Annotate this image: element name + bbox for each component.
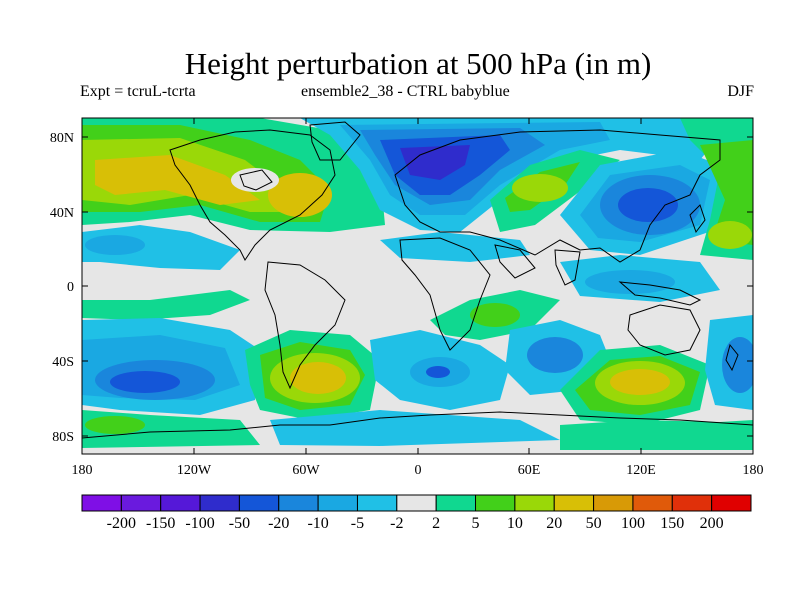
south-america-coast bbox=[264, 261, 346, 390]
greenland-coast bbox=[309, 121, 361, 161]
anomaly-positive-central-asia-max bbox=[512, 174, 568, 202]
anomaly-negative-far-southwest-pacific-core bbox=[722, 337, 753, 393]
colorbar-label: -2 bbox=[390, 515, 403, 532]
colorbar-swatch bbox=[514, 494, 555, 512]
colorbar-label: 200 bbox=[700, 515, 724, 532]
colorbar-swatch bbox=[435, 494, 477, 512]
x-tick-label: 120W bbox=[177, 463, 212, 478]
colorbar-label: -10 bbox=[307, 515, 328, 532]
africa-coast bbox=[399, 237, 491, 351]
colorbar-swatch bbox=[671, 494, 713, 512]
colorbar-swatch bbox=[120, 494, 162, 512]
x-tick-label: 180 bbox=[72, 463, 93, 478]
anomaly-negative-south-pacific-max bbox=[110, 371, 180, 393]
anomaly-antarctic-positive-west-core bbox=[85, 416, 145, 434]
colorbar-swatch bbox=[593, 494, 634, 512]
anomaly-indian-ocean-negative-core bbox=[585, 270, 675, 294]
colorbar-swatch bbox=[160, 494, 201, 512]
anomaly-equatorial-atlantic-positive-core bbox=[470, 303, 520, 327]
colorbar-swatch bbox=[199, 494, 240, 512]
anomaly-positive-ne-pacific-core bbox=[700, 140, 753, 245]
anomaly-positive-ne-pacific-max bbox=[708, 221, 752, 249]
colorbar-label: 2 bbox=[432, 515, 440, 532]
contour-field bbox=[82, 118, 753, 454]
colorbar-swatch bbox=[711, 494, 752, 512]
australia-coast bbox=[627, 304, 701, 356]
x-tick-label: 120E bbox=[626, 463, 656, 478]
arabia-coast bbox=[494, 244, 536, 279]
x-tick-label: 0 bbox=[415, 463, 422, 478]
colorbar-swatch bbox=[81, 494, 122, 512]
anomaly-antarctic-positive-east bbox=[560, 420, 753, 450]
colorbar-label: 5 bbox=[472, 515, 480, 532]
hudson-bay-coast bbox=[239, 169, 273, 191]
x-tick-label: 60E bbox=[518, 463, 541, 478]
colorbar-swatch bbox=[238, 494, 280, 512]
anomaly-negative-east-asia-max bbox=[618, 188, 678, 222]
colorbar-swatch bbox=[317, 494, 358, 512]
india-coast bbox=[554, 249, 581, 286]
colorbar-label: -100 bbox=[185, 515, 214, 532]
north-america-coast bbox=[169, 129, 336, 261]
colorbar-swatch bbox=[278, 494, 319, 512]
colorbar-swatch bbox=[356, 494, 398, 512]
anomaly-positive-south-australia-max bbox=[610, 369, 670, 395]
page-title: Height perturbation at 500 hPa (in m) bbox=[184, 46, 652, 81]
coastlines bbox=[82, 121, 753, 439]
experiment-label: Expt = tcruL-tcrta bbox=[80, 83, 196, 100]
colorbar-label: 150 bbox=[660, 515, 684, 532]
colorbar-label: -5 bbox=[351, 515, 364, 532]
colorbar-label: -150 bbox=[146, 515, 175, 532]
colorbar-label: -200 bbox=[107, 515, 136, 532]
colorbar-label: -20 bbox=[268, 515, 289, 532]
japan-coast bbox=[689, 204, 706, 234]
colorbar-labels: -200 -150 -100 -50 -20 -10 -5 -2 2 5 10 20 50 100 150 2… bbox=[107, 515, 724, 532]
anomaly-tropical-pacific-negative-core bbox=[85, 235, 145, 255]
x-tick-label: 60W bbox=[292, 463, 320, 478]
colorbar-label: -50 bbox=[229, 515, 250, 532]
anomaly-positive-north-pacific-max bbox=[95, 155, 260, 205]
colorbar bbox=[81, 494, 752, 512]
anomaly-tropical-east-pacific-positive bbox=[82, 290, 250, 320]
colorbar-label: 20 bbox=[546, 515, 562, 532]
ensemble-label: ensemble2_38 - CTRL babyblue bbox=[301, 83, 510, 100]
anomaly-positive-south-atlantic-max bbox=[290, 362, 346, 394]
y-tick-label: 80N bbox=[50, 131, 74, 146]
anomaly-negative-south-ocean-core bbox=[527, 337, 583, 373]
x-tick-label: 180 bbox=[743, 463, 764, 478]
new-zealand-coast bbox=[725, 343, 739, 372]
y-tick-label: 40N bbox=[50, 206, 74, 221]
anomaly-negative-south-indian-max bbox=[426, 366, 450, 378]
colorbar-swatch bbox=[632, 494, 673, 512]
colorbar-swatch bbox=[475, 494, 516, 512]
y-tick-label: 80S bbox=[52, 430, 74, 445]
colorbar-label: 10 bbox=[507, 515, 523, 532]
season-label: DJF bbox=[727, 83, 754, 100]
anomaly-antarctic-negative-center bbox=[270, 410, 560, 446]
y-tick-label: 0 bbox=[67, 280, 74, 295]
anomaly-negative-europe-max bbox=[400, 145, 470, 180]
europe-asia-coast bbox=[394, 129, 721, 263]
colorbar-label: 100 bbox=[621, 515, 645, 532]
colorbar-swatch bbox=[553, 494, 595, 512]
y-tick-label: 40S bbox=[52, 355, 74, 370]
antarctica-coast bbox=[82, 411, 753, 439]
maritime-continent-coast bbox=[618, 281, 702, 306]
colorbar-label: 50 bbox=[586, 515, 602, 532]
axis-ticks bbox=[81, 118, 754, 454]
anomaly-positive-nw-atlantic-max bbox=[268, 173, 332, 217]
colorbar-swatch bbox=[396, 494, 437, 512]
